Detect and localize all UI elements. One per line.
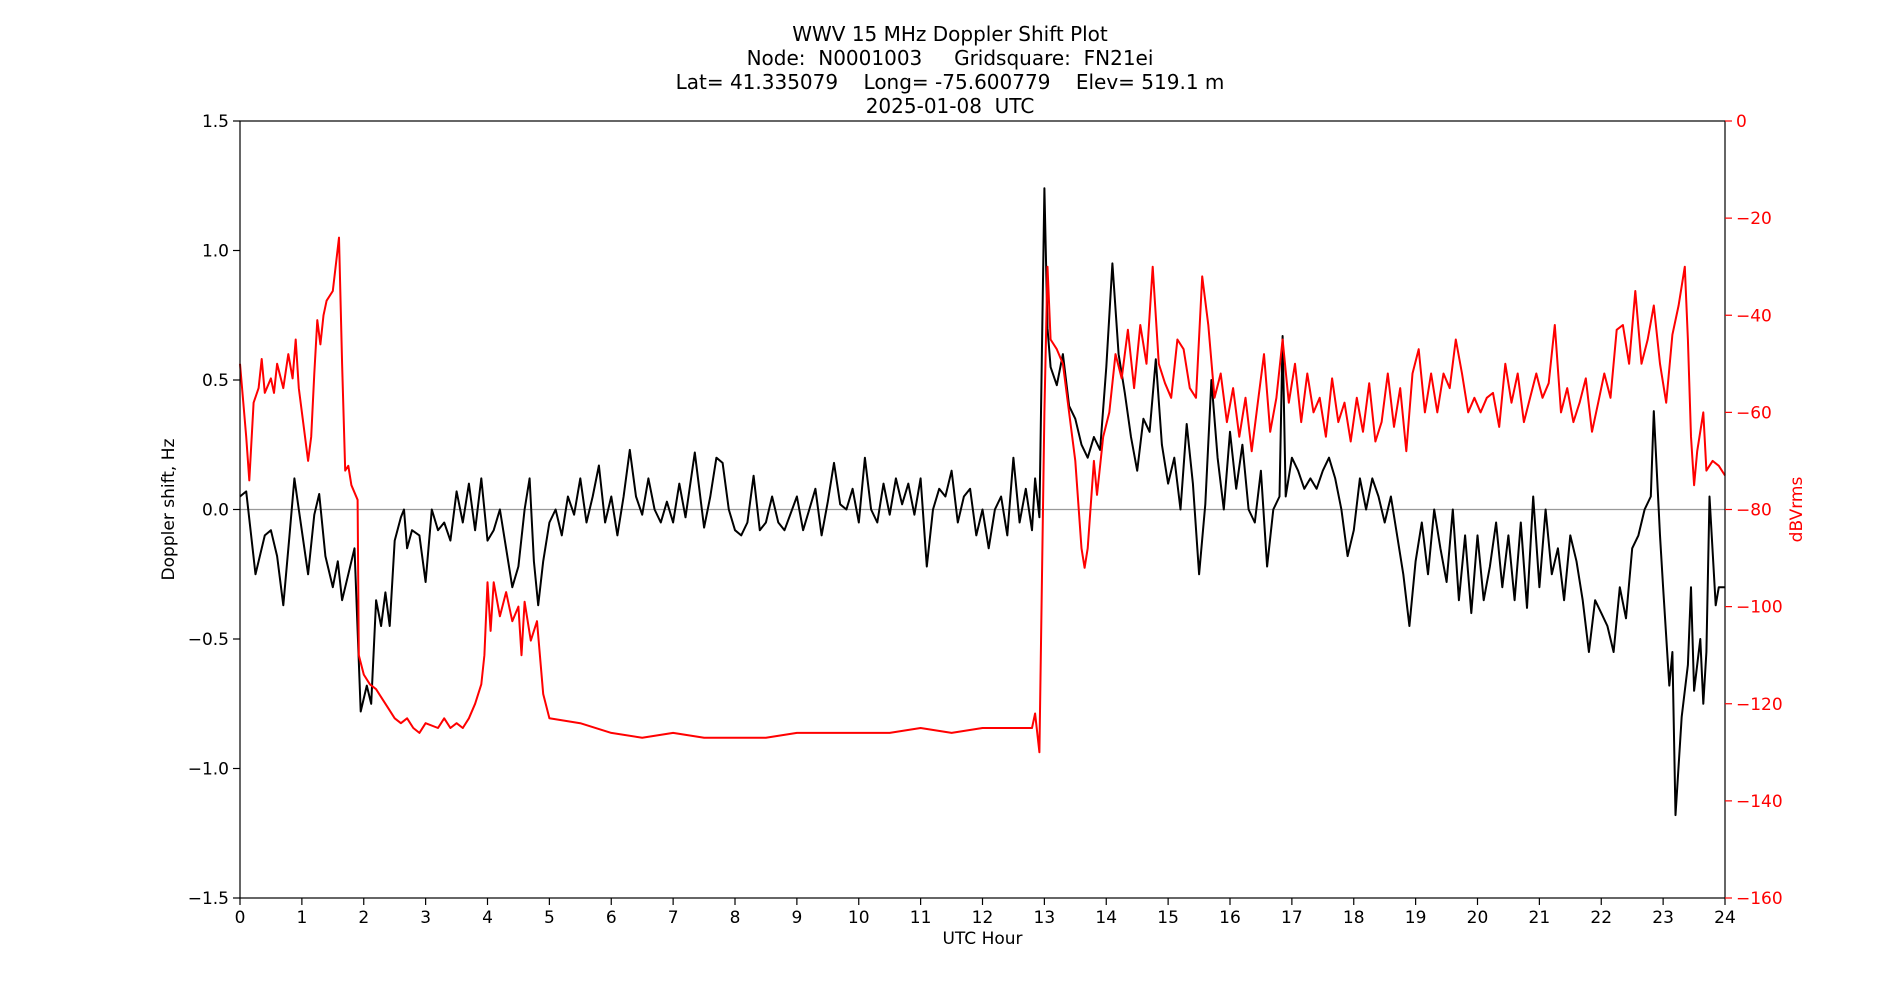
x-tick-label: 2	[358, 908, 369, 928]
y2-axis-label: dBVrms	[1787, 477, 1807, 543]
y-tick-label: 1.0	[202, 242, 229, 262]
x-tick-label: 9	[791, 908, 802, 928]
x-tick-label: 5	[544, 908, 555, 928]
y-tick-label: −0.5	[188, 630, 229, 650]
y2-tick-label: 0	[1736, 112, 1747, 132]
x-tick-label: 4	[482, 908, 493, 928]
x-axis-label: UTC Hour	[942, 929, 1022, 949]
x-tick-label: 10	[848, 908, 870, 928]
power-series-line	[239, 236, 1726, 754]
x-tick-label: 3	[420, 908, 431, 928]
x-tick-label: 12	[972, 908, 994, 928]
y2-tick-label: −120	[1736, 695, 1783, 715]
x-tick-label: 20	[1467, 908, 1489, 928]
x-tick-label: 6	[606, 908, 617, 928]
x-tick-label: 1	[296, 908, 307, 928]
x-tick-label: 18	[1343, 908, 1365, 928]
y-tick-label: 0.5	[202, 371, 229, 391]
y2-tick-label: −140	[1736, 792, 1783, 812]
chart-title: WWV 15 MHz Doppler Shift Plot	[792, 22, 1108, 46]
y-tick-label: −1.0	[188, 760, 229, 780]
x-tick-label: 24	[1714, 908, 1736, 928]
x-tick-label: 21	[1529, 908, 1551, 928]
x-tick-label: 14	[1095, 908, 1117, 928]
x-tick-label: 19	[1405, 908, 1427, 928]
x-tick-label: 8	[730, 908, 741, 928]
x-tick-label: 13	[1034, 908, 1056, 928]
y2-tick-label: −80	[1736, 501, 1772, 521]
y-tick-label: 0.0	[202, 501, 229, 521]
x-tick-label: 23	[1652, 908, 1674, 928]
chart-subtitle-date: 2025-01-08 UTC	[865, 94, 1035, 118]
y-tick-label: −1.5	[188, 889, 229, 909]
y2-tick-label: −40	[1736, 306, 1772, 326]
x-tick-label: 16	[1219, 908, 1241, 928]
y-tick-label: 1.5	[202, 112, 229, 132]
x-tick-label: 7	[668, 908, 679, 928]
series-layer	[239, 187, 1726, 817]
x-tick-label: 22	[1590, 908, 1612, 928]
y2-tick-label: −20	[1736, 209, 1772, 229]
chart-title-block: WWV 15 MHz Doppler Shift Plot Node: N000…	[0, 22, 1900, 118]
y-axis-label: Doppler shift, Hz	[159, 438, 179, 580]
doppler-series-line	[239, 187, 1725, 817]
x-tick-label: 17	[1281, 908, 1303, 928]
y2-tick-label: −60	[1736, 403, 1772, 423]
y2-tick-label: −100	[1736, 598, 1783, 618]
chart-subtitle-location: Lat= 41.335079 Long= -75.600779 Elev= 51…	[675, 70, 1225, 94]
x-tick-label: 0	[235, 908, 246, 928]
chart-subtitle-node: Node: N0001003 Gridsquare: FN21ei	[746, 46, 1154, 70]
x-tick-label: 11	[910, 908, 932, 928]
y2-tick-label: −160	[1736, 889, 1783, 909]
ticks-layer: 0 1 2 3 4 5 6 7 8 9 10 11 12 13 14 15 16 17 18 19 20 21 22 23 24…	[188, 112, 1783, 928]
x-tick-label: 15	[1157, 908, 1179, 928]
